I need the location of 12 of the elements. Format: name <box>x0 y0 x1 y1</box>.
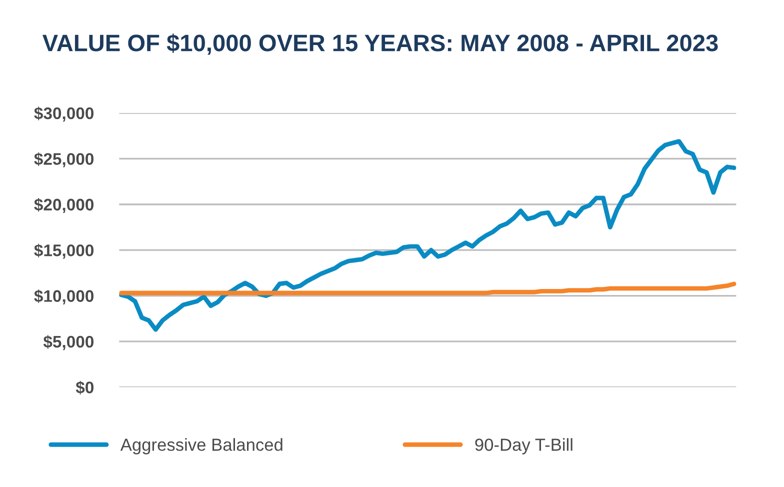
y-tick-label: $20,000 <box>34 198 94 213</box>
y-tick-label: $15,000 <box>34 244 94 259</box>
legend-label: Aggressive Balanced <box>120 438 282 454</box>
y-tick-label: $10,000 <box>34 289 94 304</box>
y-tick-label: $30,000 <box>34 106 94 122</box>
y-tick-label: $0 <box>76 380 94 394</box>
line-series <box>119 282 736 296</box>
y-tick-label: $25,000 <box>34 152 94 168</box>
line-series <box>119 139 736 332</box>
y-tick-label: $5,000 <box>43 335 94 350</box>
chart-title: VALUE OF $10,000 OVER 15 YEARS: MAY 2008 - APRIL 2023 <box>42 34 718 55</box>
legend-label: 90-Day T-Bill <box>475 438 572 454</box>
